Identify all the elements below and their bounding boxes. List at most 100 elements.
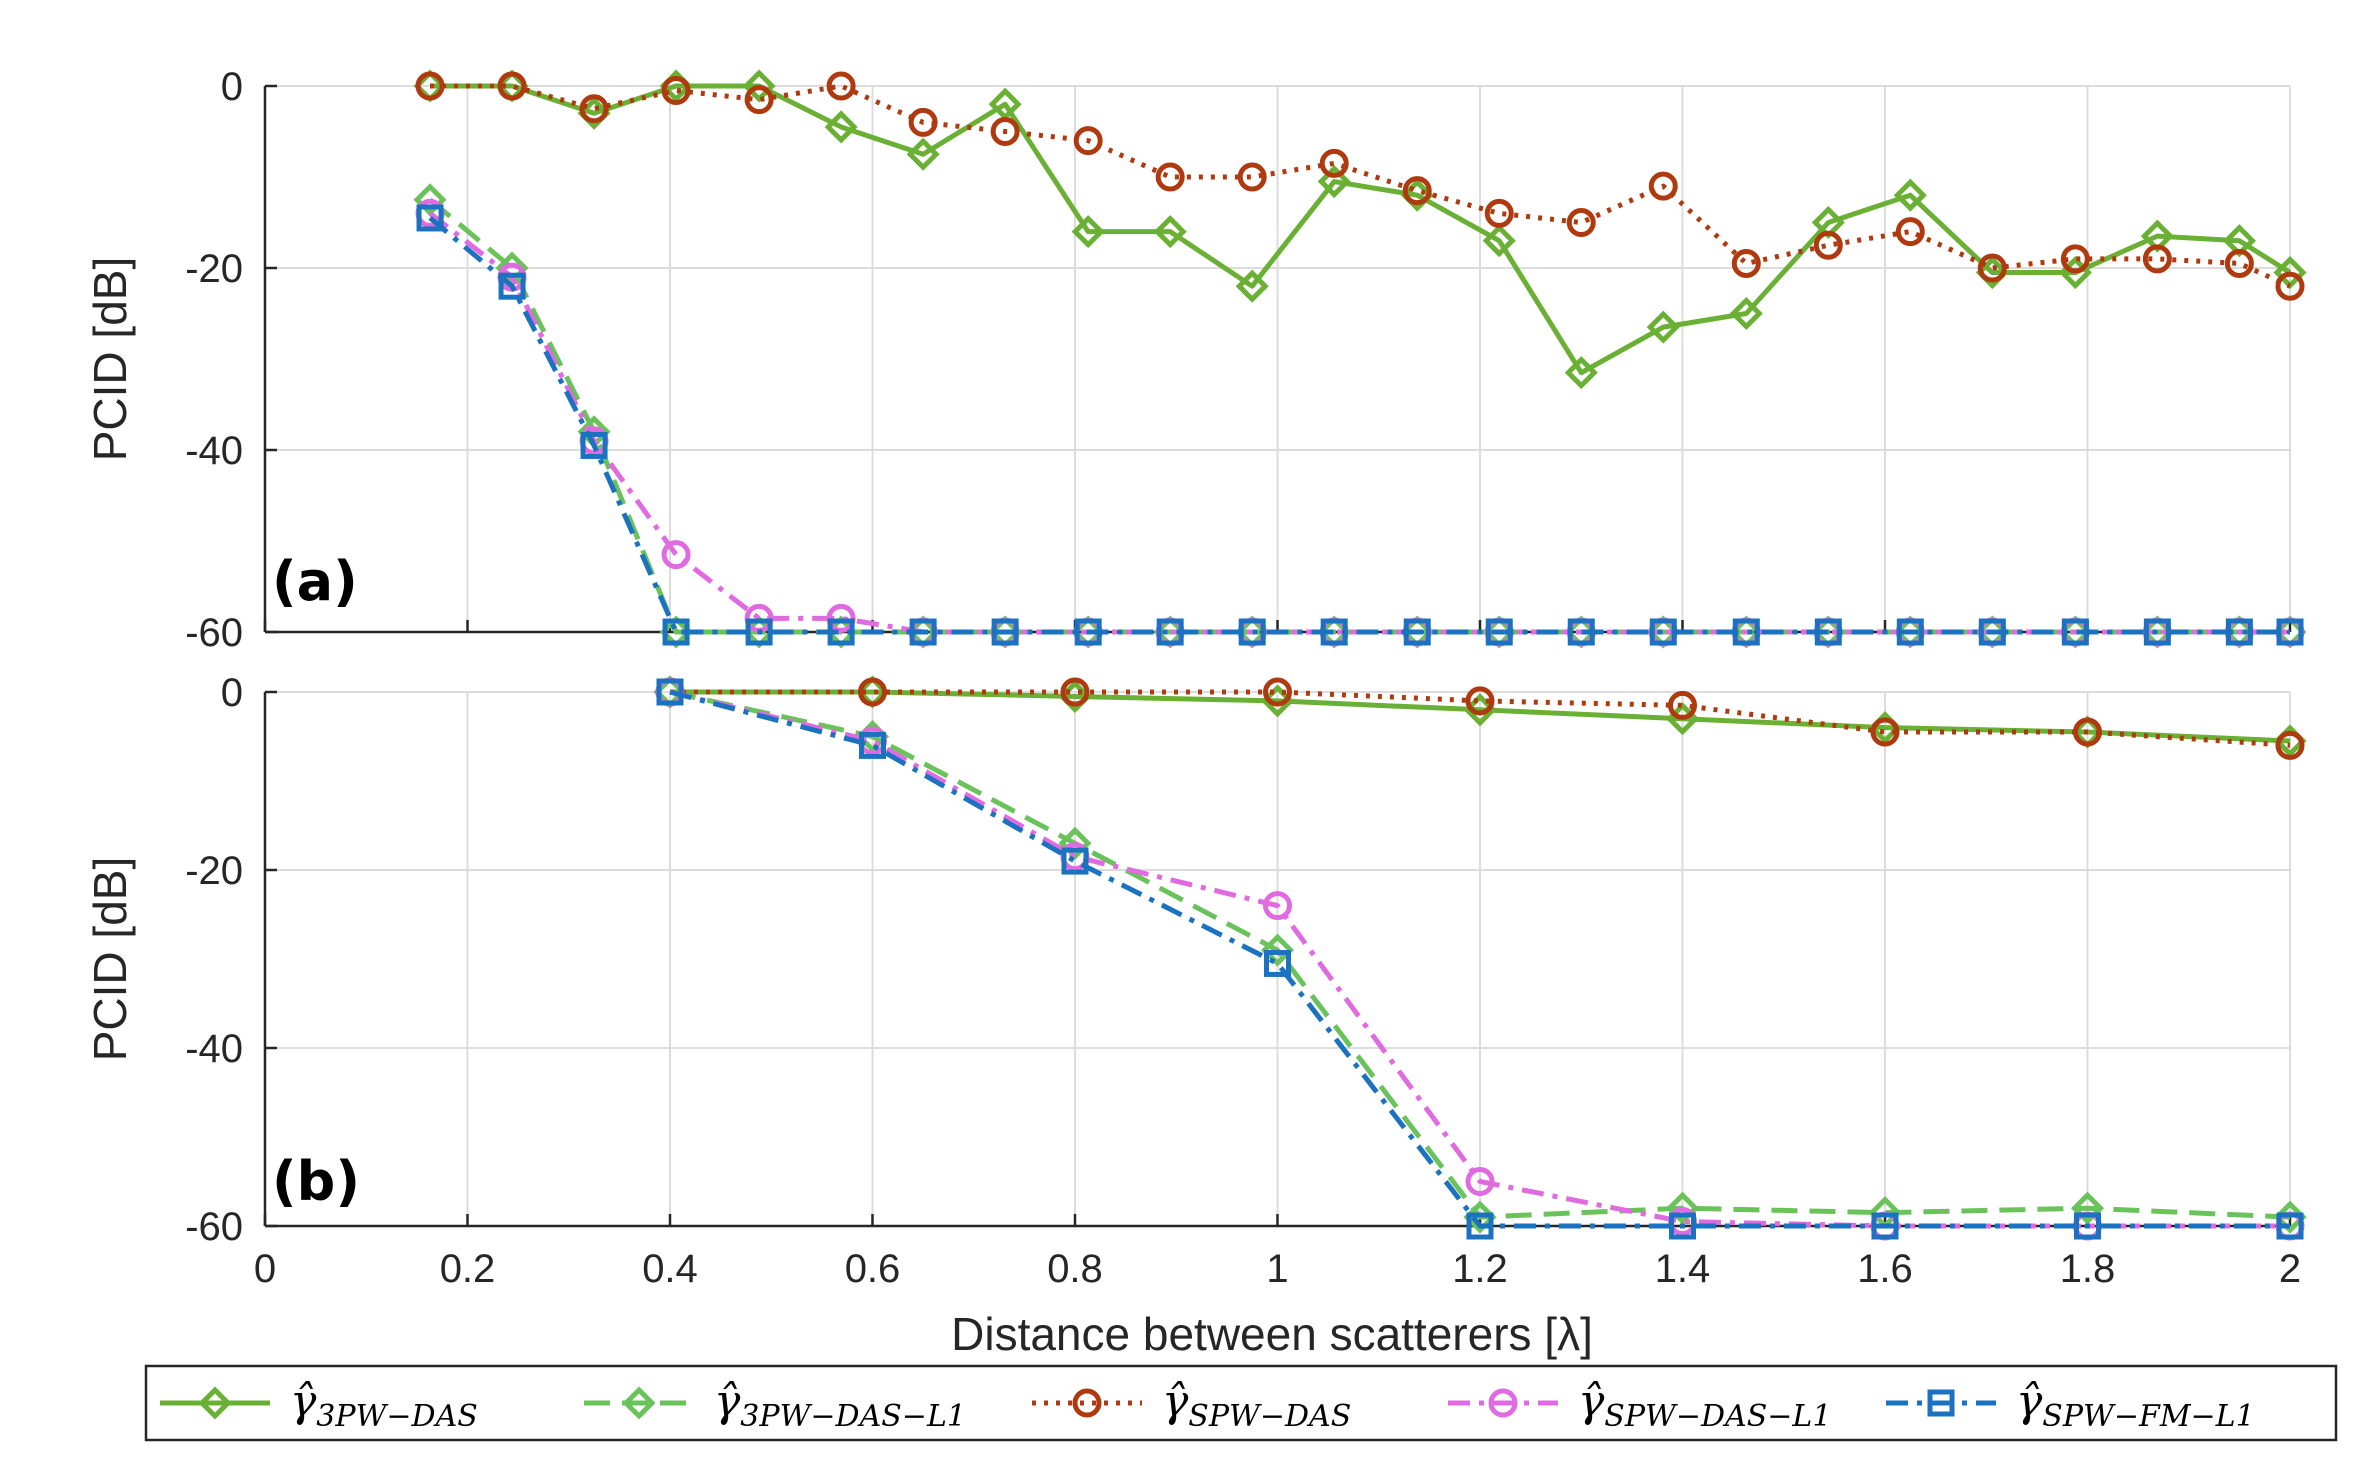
data-point xyxy=(991,618,1019,646)
y-tick-label: -60 xyxy=(185,1205,243,1249)
data-point xyxy=(1238,618,1266,646)
data-point xyxy=(1977,253,2007,283)
data-point xyxy=(2276,1212,2304,1240)
data-point xyxy=(1567,618,1595,646)
data-point xyxy=(497,71,527,101)
series-line xyxy=(428,216,2290,635)
series-γ̂SPW−FM−L1 xyxy=(416,204,2304,646)
legend-entry: γ̂3PW−DAS xyxy=(160,1376,478,1434)
data-point xyxy=(1155,162,1185,192)
data-point xyxy=(1814,618,1842,646)
data-point xyxy=(1263,677,1292,707)
data-point xyxy=(1058,826,1092,860)
y-tick-label: -60 xyxy=(185,611,243,655)
legend-marker xyxy=(198,1386,232,1420)
data-point xyxy=(1465,686,1495,716)
y-tick-label: -40 xyxy=(185,429,243,473)
data-point xyxy=(1074,618,1102,646)
data-point xyxy=(990,117,1020,146)
data-point xyxy=(1668,690,1697,720)
data-point xyxy=(1813,230,1843,260)
data-point xyxy=(1400,178,1434,212)
data-point xyxy=(745,618,773,646)
data-point xyxy=(579,94,609,124)
legend-marker xyxy=(1488,1388,1518,1418)
data-point xyxy=(2073,717,2102,747)
series-line xyxy=(669,689,2290,1229)
legend-label: γ̂SPW−FM−L1 xyxy=(2016,1376,2255,1434)
data-point xyxy=(1732,618,1760,646)
data-point xyxy=(1564,356,1598,390)
data-point xyxy=(661,76,691,106)
data-point xyxy=(2225,618,2253,646)
x-tick-label: 1.4 xyxy=(1655,1247,1711,1291)
data-point xyxy=(2061,618,2089,646)
panel-b-plot: 0-20-40-600 0.2 0.4 0.6 0.8 1 1.2 1.4 1.6 1.8 2PCI… xyxy=(84,671,2307,1291)
x-tick-label: 0 xyxy=(254,1247,276,1291)
series-γ̂SPW−FM−L1 xyxy=(656,678,2304,1240)
data-point xyxy=(1482,224,1516,258)
legend-label: γ̂SPW−DAS xyxy=(1162,1376,1351,1434)
data-point xyxy=(1729,296,1763,331)
legend-marker xyxy=(622,1386,656,1420)
y-tick-label: 0 xyxy=(221,65,243,109)
data-point xyxy=(2060,244,2090,274)
data-point xyxy=(577,96,611,130)
data-point xyxy=(909,618,937,646)
data-point xyxy=(580,431,608,459)
x-axis-label-group: Distance between scatterers [λ] xyxy=(951,1308,1593,1360)
panel-label: (b) xyxy=(272,1150,360,1213)
data-point xyxy=(1235,269,1269,303)
data-point xyxy=(1403,618,1431,646)
data-point xyxy=(1402,176,1432,206)
data-point xyxy=(742,69,776,103)
data-point xyxy=(1466,1212,1494,1240)
data-point xyxy=(1153,215,1187,249)
data-point xyxy=(2276,618,2304,646)
data-point xyxy=(1317,165,1351,199)
data-point xyxy=(2142,244,2172,274)
data-point xyxy=(908,107,938,137)
data-point xyxy=(1669,1212,1696,1240)
data-point xyxy=(1264,949,1291,977)
data-point xyxy=(2070,1191,2105,1225)
legend-entry: γ̂SPW−FM−L1 xyxy=(1886,1376,2255,1434)
panel-label: (a) xyxy=(272,550,358,613)
data-point xyxy=(1060,677,1090,707)
data-point xyxy=(1975,256,2009,290)
data-point xyxy=(661,540,691,570)
data-point xyxy=(1566,208,1596,237)
data-point xyxy=(1893,178,1927,212)
data-point xyxy=(1731,248,1761,278)
data-point xyxy=(1260,933,1295,967)
data-point xyxy=(416,204,444,232)
data-point xyxy=(827,618,855,646)
series-line xyxy=(428,211,2290,635)
x-axis-label: Distance between scatterers [λ] xyxy=(951,1308,1593,1360)
data-point xyxy=(826,71,856,101)
legend-marker xyxy=(1072,1388,1102,1418)
data-point xyxy=(1870,717,1900,747)
x-tick-label: 2 xyxy=(2279,1247,2301,1291)
x-tick-label: 1.2 xyxy=(1452,1247,1508,1291)
data-point xyxy=(1646,310,1680,344)
data-point xyxy=(498,272,526,300)
y-axis-label: PCID [dB] xyxy=(84,857,136,1062)
data-point xyxy=(1061,847,1089,875)
data-point xyxy=(1319,148,1349,178)
data-point xyxy=(1465,1167,1495,1196)
data-point xyxy=(1895,217,1925,247)
data-point xyxy=(1156,618,1184,646)
data-point xyxy=(413,183,447,217)
x-tick-label: 1 xyxy=(1266,1247,1288,1291)
panel-a-plot: 0 -20 -40 -60 PCID [dB] (a) xyxy=(84,65,2307,655)
data-point xyxy=(656,678,684,706)
data-point xyxy=(826,603,856,633)
data-point xyxy=(859,731,886,759)
data-point xyxy=(1320,618,1348,646)
x-tick-label: 0.2 xyxy=(440,1247,496,1291)
data-point xyxy=(1665,1191,1700,1225)
data-point xyxy=(1648,171,1678,201)
data-point xyxy=(2074,1212,2101,1240)
